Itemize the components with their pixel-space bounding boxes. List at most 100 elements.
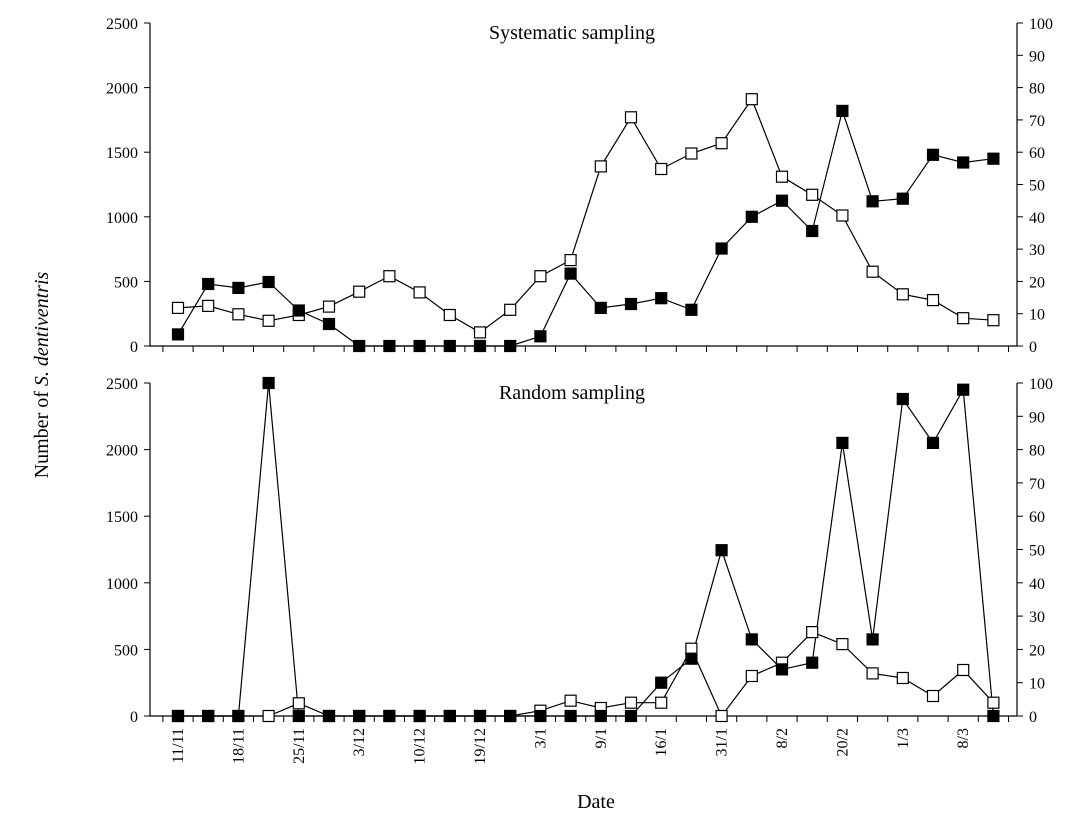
data-point-open [745,669,758,683]
x-tick-labels: 11/11 18/11 25/11 3/12 10/12 19/12 3/1 9/1 16/1 3… [170,728,972,764]
data-point-filled [413,709,426,723]
right-tick-label: 20 [1029,274,1045,291]
data-point-open [715,137,728,150]
data-point-open [624,111,638,124]
series-line-open [177,97,994,334]
data-point-filled [353,709,366,723]
data-point-filled [836,104,849,118]
right-tick-label: 40 [1029,576,1045,593]
x-tick-label: 8/3 [955,728,972,748]
right-tick-label: 80 [1029,81,1045,98]
data-point-filled [896,192,909,205]
right-tick-label: 70 [1029,113,1045,130]
data-point-filled [353,339,366,353]
data-point-filled [624,297,638,311]
right-tick-label: 100 [1029,16,1053,33]
data-point-filled [745,210,758,223]
data-point-open [987,696,1000,709]
left-tick-label: 1000 [106,576,138,593]
right-tick-label: 40 [1029,210,1045,227]
data-point-filled [171,709,185,723]
left-tick-label: 2000 [106,81,138,98]
data-point-open [564,694,577,707]
data-point-filled [443,339,456,353]
panel-systematic: 0 500 1000 1500 2000 2500 0 10 20 30 40 50 60 70 80 90 1… [106,16,1053,356]
x-tick-label: 19/12 [472,728,489,764]
data-point-open [987,314,1000,327]
right-tick-label: 50 [1029,543,1045,560]
data-point-open [322,300,336,313]
data-point-open [171,301,185,314]
data-point-filled [383,339,396,353]
right-tick-label: 60 [1029,145,1045,162]
x-tick-label: 3/1 [532,728,549,748]
data-point-open [715,709,728,723]
data-point-filled [564,709,577,723]
data-point-filled [473,339,487,353]
data-point-filled [624,709,638,723]
data-point-open [745,93,758,106]
data-point-filled [322,317,336,331]
y-axis-label: Number of S. dentiventris [31,271,53,478]
panel-title: Systematic sampling [489,22,655,44]
data-point-open [292,697,305,710]
panel-title: Random sampling [499,382,645,404]
data-point-filled [443,709,456,723]
x-tick-label: 16/1 [653,728,670,756]
left-tick-label: 500 [114,642,138,659]
data-point-open [836,637,849,651]
data-point-open [775,170,789,183]
data-point-filled [836,436,849,449]
data-point-open [926,294,940,307]
series-line-filled [177,108,994,347]
data-point-open [473,326,487,339]
right-tick-label: 70 [1029,476,1045,493]
data-point-filled [655,292,668,305]
right-tick-label: 30 [1029,242,1045,259]
left-tick-label: 0 [130,339,138,356]
data-point-filled [232,709,245,723]
data-point-filled [745,633,758,646]
x-tick-label: 10/12 [412,728,429,764]
data-point-filled [957,156,970,169]
data-point-filled [926,148,940,161]
data-point-open [202,299,215,312]
x-tick-label: 31/1 [714,728,731,756]
data-point-open [685,642,698,655]
right-tick-label: 100 [1029,376,1053,393]
data-point-filled [594,709,607,723]
data-point-filled [775,663,789,676]
data-point-filled [262,275,275,289]
data-point-open [383,270,396,283]
data-point-filled [926,436,940,449]
data-point-open [866,667,879,680]
data-point-open [836,209,849,222]
data-point-open [594,160,607,173]
right-tick-label: 80 [1029,443,1045,460]
right-tick-label: 90 [1029,48,1045,65]
x-tick-label: 1/3 [895,728,912,748]
data-point-open [957,663,970,677]
x-tick-label: 11/11 [170,728,187,763]
data-point-filled [806,224,819,238]
data-point-open [262,709,275,723]
right-tick-label: 50 [1029,178,1045,195]
data-point-open [504,303,517,316]
y-axis-label-species: S. dentiventris [31,271,53,386]
data-point-filled [383,709,396,723]
x-tick-label: 20/2 [834,728,851,756]
data-point-filled [262,376,275,390]
data-point-filled [473,709,487,723]
data-point-filled [202,709,215,723]
y-axis-label-prefix: Number of [31,386,53,478]
data-point-filled [896,392,909,406]
data-point-open [534,270,547,283]
left-tick-label: 2000 [106,443,138,460]
right-tick-label: 30 [1029,609,1045,626]
right-tick-label: 10 [1029,307,1045,324]
right-tick-label: 10 [1029,676,1045,693]
data-point-open [926,689,940,703]
right-tick-label: 0 [1029,709,1037,726]
data-point-filled [322,709,336,723]
